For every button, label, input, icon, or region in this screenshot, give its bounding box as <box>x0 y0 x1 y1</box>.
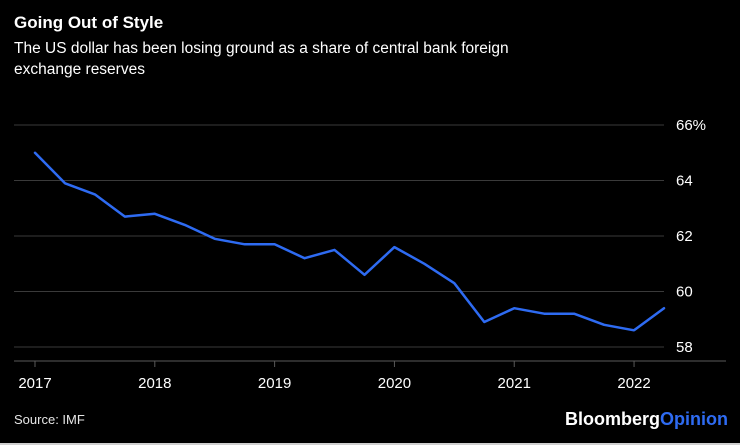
chart-title: Going Out of Style <box>14 13 164 32</box>
y-axis-label: 60 <box>676 284 693 301</box>
y-axis-label: 62 <box>676 228 693 245</box>
line-chart: 58 60 62 64 66% 2017 2018 2019 2020 2021 2022 <box>14 117 726 392</box>
chart-header: Going Out of Style The US dollar has bee… <box>14 12 726 81</box>
opinion-logo-text: Opinion <box>660 409 728 429</box>
chart-subtitle: The US dollar has been losing ground as … <box>14 39 726 81</box>
x-axis-label: 2020 <box>378 375 411 392</box>
y-axis-label: 66% <box>676 117 706 134</box>
x-axis-label: 2021 <box>498 375 531 392</box>
bloomberg-opinion-logo: BloombergOpinion <box>565 409 728 430</box>
x-axis-label: 2017 <box>18 375 51 392</box>
y-axis-label: 58 <box>676 339 693 356</box>
bloomberg-logo-text: Bloomberg <box>565 409 661 429</box>
chart-subtitle-line-2: exchange reserves <box>14 61 145 79</box>
x-axis-label: 2018 <box>138 375 171 392</box>
data-line-usd-share <box>33 151 666 332</box>
y-axis-label: 64 <box>676 173 693 190</box>
x-axis-label: 2022 <box>617 375 650 392</box>
chart-subtitle-line-1: The US dollar has been losing ground as … <box>14 40 509 58</box>
x-axis-label: 2019 <box>258 375 291 392</box>
source-label: Source: IMF <box>14 412 85 427</box>
